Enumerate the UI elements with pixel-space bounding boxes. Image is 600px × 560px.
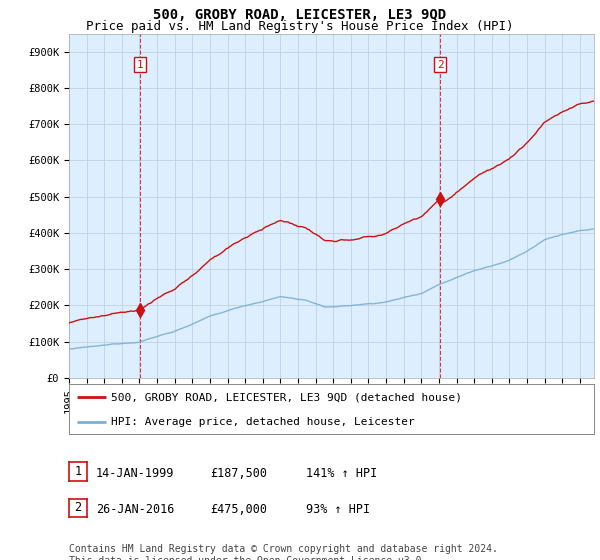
Text: 14-JAN-1999: 14-JAN-1999: [96, 466, 175, 480]
Text: 141% ↑ HPI: 141% ↑ HPI: [306, 466, 377, 480]
Text: 2: 2: [437, 59, 443, 69]
Text: 26-JAN-2016: 26-JAN-2016: [96, 503, 175, 516]
Text: 1: 1: [137, 59, 143, 69]
Text: HPI: Average price, detached house, Leicester: HPI: Average price, detached house, Leic…: [111, 417, 415, 427]
Text: Contains HM Land Registry data © Crown copyright and database right 2024.
This d: Contains HM Land Registry data © Crown c…: [69, 544, 498, 560]
Text: 500, GROBY ROAD, LEICESTER, LE3 9QD (detached house): 500, GROBY ROAD, LEICESTER, LE3 9QD (det…: [111, 392, 462, 402]
Text: £187,500: £187,500: [210, 466, 267, 480]
Text: £475,000: £475,000: [210, 503, 267, 516]
Text: Price paid vs. HM Land Registry's House Price Index (HPI): Price paid vs. HM Land Registry's House …: [86, 20, 514, 32]
Text: 2: 2: [74, 501, 82, 514]
Text: 500, GROBY ROAD, LEICESTER, LE3 9QD: 500, GROBY ROAD, LEICESTER, LE3 9QD: [154, 8, 446, 22]
Text: 93% ↑ HPI: 93% ↑ HPI: [306, 503, 370, 516]
Text: 1: 1: [74, 465, 82, 478]
